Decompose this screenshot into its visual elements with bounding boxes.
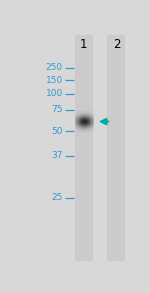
Text: 1: 1 [80,38,88,51]
Text: 150: 150 [46,76,63,85]
Text: 37: 37 [51,151,63,160]
Text: 2: 2 [113,38,120,51]
Text: 100: 100 [46,89,63,98]
Text: 75: 75 [51,105,63,114]
Bar [107,35,125,261]
Text: 250: 250 [46,63,63,72]
Text: 25: 25 [52,193,63,202]
Bar [75,35,93,261]
Text: 50: 50 [51,127,63,136]
